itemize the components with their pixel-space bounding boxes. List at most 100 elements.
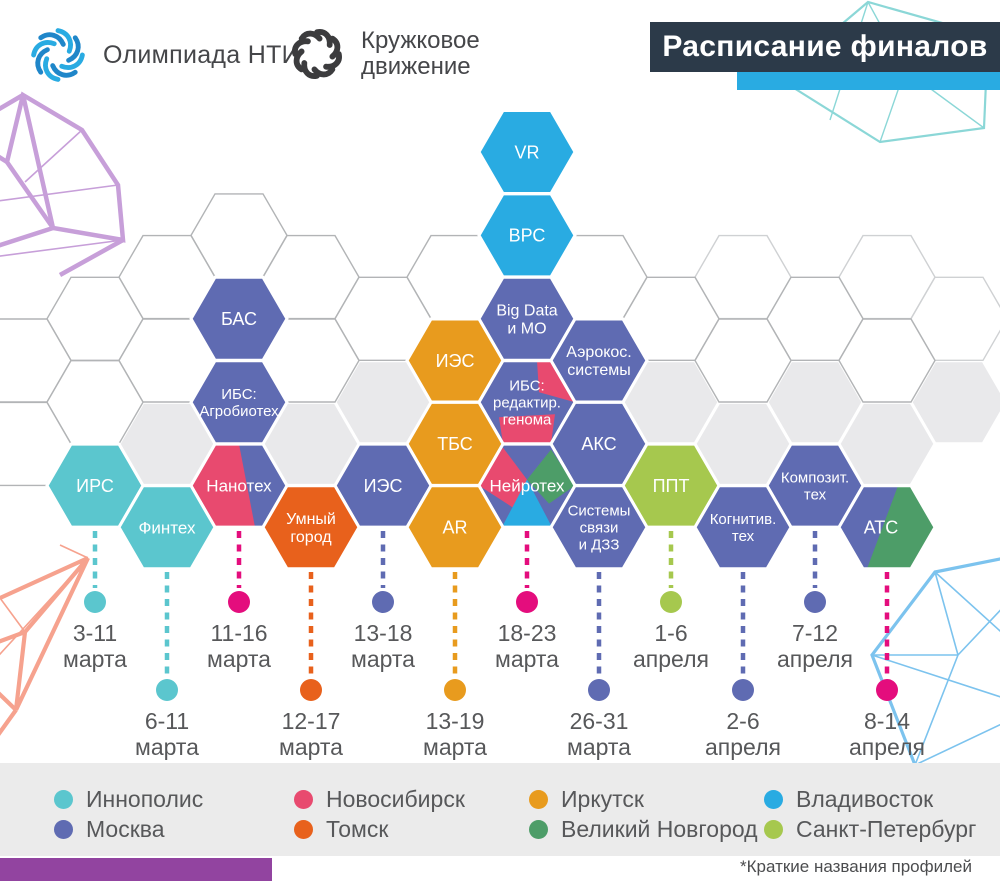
date-dot [876,679,898,701]
hex-ar-label: AR [442,518,467,538]
date-label: 18-23 марта [495,620,559,672]
date-marker-6-11: 6-11 марта [135,572,199,760]
legend-label-velikiy_novgorod: Великий Новгород [561,816,758,842]
date-dot [228,591,250,613]
hex-ibs-redaktir-genoma-segment-novosibirsk [499,414,555,444]
olympiad-nti-label: Олимпиада НТИ [103,40,300,69]
legend-label-novosibirsk: Новосибирск [326,786,465,812]
date-dot [444,679,466,701]
hex-umny-gorod: Умный город [261,484,361,571]
date-marker-18-23: 18-23 марта [495,531,559,672]
date-marker-12-17: 12-17 марта [279,572,343,760]
hex-neyroteh: Нейротех [477,442,577,529]
date-dot [660,591,682,613]
hex-ies-irkutsk: ИЭС [405,317,505,404]
hex-kompozit-teh: Композит. тех [765,442,865,529]
kruzhok-swirl-icon [292,29,342,79]
date-label: 26-31 марта [567,708,631,760]
hex-ar: AR [405,484,505,571]
legend-item-vladivostok: Владивосток [764,786,933,813]
date-dot [300,679,322,701]
hex-neyroteh-segment-vladivostok [502,479,552,528]
date-marker-3-11: 3-11 марта [63,531,127,672]
olympiad-nti-logo: Олимпиада НТИ [28,25,300,85]
hex-bas: БАС [189,275,289,362]
legend-dot-novosibirsk [294,790,313,809]
hex-bas-label: БАС [221,309,257,329]
date-dot [156,679,178,701]
hex-ppt-label: ППТ [653,476,690,496]
footer-purple-bar [0,858,272,881]
date-marker-13-18: 13-18 марта [351,531,415,672]
hex-ibs-redaktir-genoma-label: ИБС: редактир. генома [493,378,561,429]
hex-empty-white [694,318,792,403]
date-dot [588,679,610,701]
hex-sistemy-svyazi-dzz: Системы связи и ДЗЗ [549,484,649,571]
legend-label-moscow: Москва [86,816,165,842]
legend-dot-irkutsk [529,790,548,809]
schedule-banner-title: Расписание финалов [662,30,988,63]
date-marker-1-6: 1-6 апреля [633,531,709,672]
kruzhok-movement-logo: Кружковое движение [288,25,480,83]
city-legend: Иннополис Москва Новосибирск Томск Иркутск Ве… [0,763,1000,856]
date-marker-11-16: 11-16 марта [207,531,271,672]
hex-kognitiv-teh-label: Когнитив. тех [710,511,777,545]
hex-neyroteh-segment-novosibirsk [479,447,527,508]
hex-finteh: Финтех [117,484,217,571]
date-marker-2-6: 2-6 апреля [705,572,781,760]
hex-ibs-redaktir-genoma-segment-novosibirsk [537,360,575,403]
legend-item-velikiy_novgorod: Великий Новгород [529,816,758,843]
date-label: 12-17 марта [279,708,343,760]
legend-label-innopolis: Иннополис [86,786,204,812]
legend-dot-vladivostok [764,790,783,809]
legend-item-spb: Санкт-Петербург [764,816,976,843]
date-marker-7-12: 7-12 апреля [777,531,853,672]
hex-vr-label: VR [514,142,539,162]
date-label: 2-6 апреля [705,708,781,760]
hex-ibs-redaktir-genoma: ИБС: редактир. генома [477,359,577,446]
date-dot [804,591,826,613]
date-dot [84,591,106,613]
kruzhok-movement-label: Кружковое движение [361,27,480,80]
legend-dot-moscow [54,820,73,839]
date-label: 8-14 апреля [849,708,925,760]
hex-big-data-mo-label: Big Data и МО [496,302,557,337]
hex-finteh-label: Финтех [139,518,196,537]
hex-ibs-agrobioteh-label: ИБС: Агробиотех [199,386,279,420]
date-label: 7-12 апреля [777,620,853,672]
hex-ats: АТС [837,484,937,571]
hex-vrs-label: ВРС [509,226,546,246]
date-dot [516,591,538,613]
hex-nanoteh-label: Нанотех [206,477,272,496]
hex-neyroteh-segment-velikiy_novgorod [527,449,575,504]
hex-kompozit-teh-label: Композит. тех [781,469,849,503]
hex-tbs-label: ТБС [437,434,473,454]
hex-irs-label: ИРС [76,476,114,496]
legend-label-vladivostok: Владивосток [796,786,934,812]
legend-item-innopolis: Иннополис [54,786,203,813]
date-dot [372,591,394,613]
date-marker-8-14: 8-14 апреля [849,572,925,760]
footnote: *Краткие названия профилей [740,857,972,876]
legend-dot-tomsk [294,820,313,839]
hex-umny-gorod-label: Умный город [286,511,336,546]
legend-label-tomsk: Томск [326,816,389,842]
hex-aks-label: АКС [581,434,616,454]
hex-kognitiv-teh: Когнитив. тех [693,484,793,571]
legend-dot-spb [764,820,783,839]
hex-neyroteh-label: Нейротех [490,477,565,496]
hex-ies-moscow-label: ИЭС [364,476,403,496]
hex-vr: VR [477,109,577,195]
date-marker-26-31: 26-31 марта [567,572,631,760]
legend-item-novosibirsk: Новосибирск [294,786,465,813]
legend-dot-innopolis [54,790,73,809]
banner-accent-strip [737,72,1000,90]
nti-swirl-icon [31,28,85,82]
hex-ats-segment-velikiy_novgorod [867,485,935,569]
legend-item-irkutsk: Иркутск [529,786,644,813]
legend-item-tomsk: Томск [294,816,388,843]
legend-label-irkutsk: Иркутск [561,786,644,812]
legend-item-moscow: Москва [54,816,165,843]
